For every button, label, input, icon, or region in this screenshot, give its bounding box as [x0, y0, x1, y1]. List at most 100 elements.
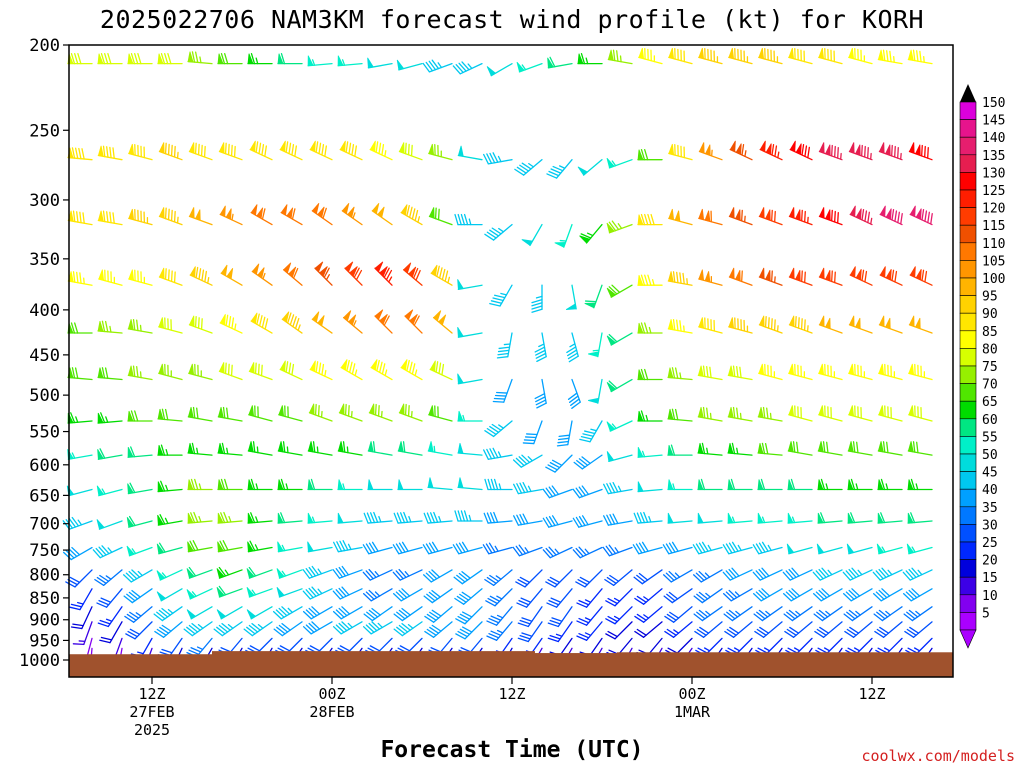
wind-barb	[818, 142, 843, 161]
wind-barb	[843, 606, 873, 622]
colorbar-swatch	[959, 453, 977, 472]
y-tick-label: 600	[29, 456, 60, 476]
wind-barb	[424, 621, 453, 638]
wind-barb	[848, 47, 873, 65]
wind-barb	[605, 606, 633, 625]
wind-barb	[97, 52, 123, 65]
wind-barb	[72, 621, 93, 646]
wind-barb	[878, 315, 903, 334]
colorbar-label: 70	[982, 378, 998, 393]
wind-barb	[489, 284, 513, 307]
wind-barb	[309, 140, 333, 161]
colorbar-label: 130	[982, 166, 1005, 181]
wind-barb	[273, 621, 303, 637]
y-tick-label: 400	[29, 301, 60, 321]
credit-text[interactable]: coolwx.com/models	[861, 747, 1015, 765]
wind-barb	[337, 441, 363, 456]
wind-barb	[94, 569, 123, 587]
wind-barb	[515, 569, 543, 588]
wind-barb	[668, 47, 693, 65]
wind-barb	[398, 142, 423, 161]
wind-barb	[187, 540, 213, 553]
wind-barb	[908, 363, 933, 381]
wind-barb	[667, 512, 693, 524]
wind-barb	[367, 479, 393, 491]
wind-barb	[67, 210, 93, 226]
wind-barb	[157, 408, 183, 422]
wind-barb	[667, 271, 693, 286]
wind-barb	[339, 140, 363, 161]
wind-barb	[906, 543, 933, 555]
wind-barb	[573, 454, 603, 470]
wind-barb	[728, 47, 753, 65]
wind-barb	[307, 541, 333, 553]
wind-barb	[427, 477, 453, 491]
wind-barb	[397, 479, 423, 491]
wind-barb	[217, 406, 243, 422]
wind-barb	[482, 542, 513, 555]
wind-barb	[724, 621, 753, 638]
wind-barb	[278, 405, 303, 422]
wind-barb	[847, 478, 873, 491]
wind-barb	[786, 543, 813, 555]
wind-barb	[338, 403, 363, 422]
wind-barb	[902, 567, 933, 581]
wind-barb	[757, 478, 783, 491]
colorbar-swatch	[959, 594, 977, 613]
wind-barb	[282, 262, 303, 286]
wind-barb	[187, 406, 213, 422]
wind-barb	[485, 588, 513, 607]
wind-barb	[314, 261, 333, 286]
wind-barb	[279, 360, 303, 381]
wind-barb	[692, 569, 723, 583]
colorbar: 1501451401351301251201151101051009590858…	[959, 84, 1005, 649]
wind-barb	[302, 621, 333, 635]
colorbar-swatch	[959, 330, 977, 349]
wind-barb	[698, 317, 723, 334]
colorbar-label: 35	[982, 501, 998, 516]
wind-barb	[546, 588, 573, 608]
wind-barb	[818, 363, 843, 381]
colorbar-label: 80	[982, 342, 998, 357]
wind-barb	[632, 541, 663, 555]
wind-barb	[605, 588, 633, 607]
wind-barb	[575, 569, 603, 588]
wind-barb	[907, 478, 933, 491]
wind-barb	[332, 586, 363, 600]
wind-barb	[517, 621, 543, 643]
wind-barb	[722, 541, 753, 555]
y-tick-label: 950	[29, 631, 60, 651]
wind-barb	[846, 543, 873, 555]
wind-barb	[663, 588, 693, 604]
wind-barb	[907, 441, 933, 456]
wind-barb	[217, 52, 243, 65]
wind-barb	[576, 621, 603, 641]
wind-barb	[217, 442, 243, 456]
wind-barb	[662, 569, 693, 583]
wind-barb	[788, 363, 813, 381]
wind-barb	[128, 208, 153, 226]
wind-barb	[907, 49, 933, 65]
y-tick-label: 450	[29, 346, 60, 366]
wind-barb	[402, 262, 423, 286]
wind-barb	[584, 284, 603, 309]
colorbar-label: 20	[982, 554, 998, 569]
colorbar-swatch	[959, 189, 977, 208]
wind-barb	[752, 541, 783, 555]
colorbar-label: 85	[982, 325, 998, 340]
wind-barb	[302, 565, 333, 579]
wind-barb	[428, 143, 453, 161]
wind-barb	[67, 367, 93, 381]
wind-barb	[903, 606, 933, 622]
wind-barb	[216, 606, 243, 620]
wind-barb	[849, 205, 873, 226]
wind-barb	[308, 403, 333, 422]
wind-barb	[220, 264, 243, 286]
y-tick-label: 850	[29, 589, 60, 609]
wind-barb	[694, 621, 723, 638]
wind-barb	[588, 378, 603, 404]
wind-barb	[877, 478, 903, 491]
wind-barb	[427, 441, 453, 456]
wind-barb	[697, 442, 723, 456]
wind-barb	[848, 363, 873, 381]
